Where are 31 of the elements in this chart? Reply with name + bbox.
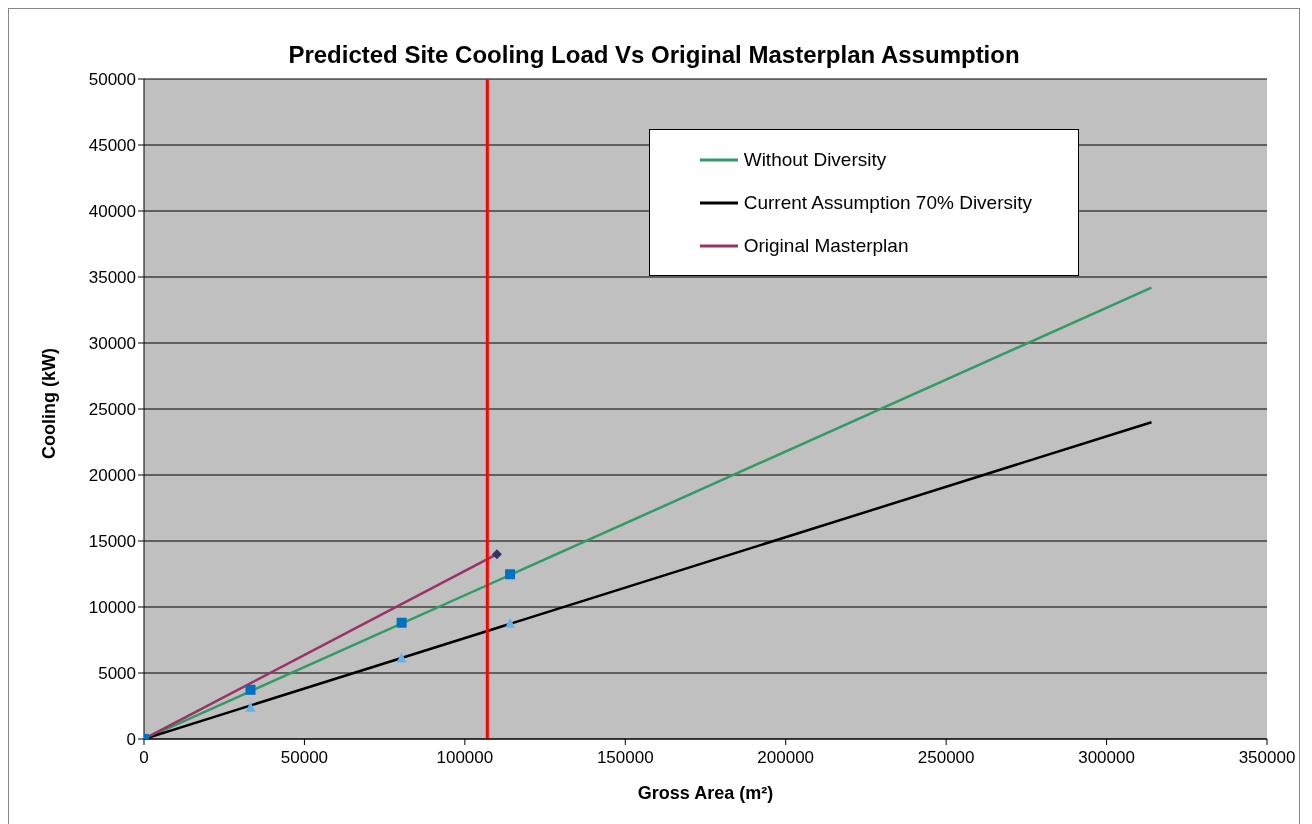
x-tick-label: 50000 bbox=[280, 748, 329, 768]
point bbox=[245, 684, 256, 695]
y-axis-title: Cooling (kW) bbox=[39, 348, 60, 459]
x-tick-label: 250000 bbox=[917, 748, 975, 768]
y-tick-label: 40000 bbox=[88, 202, 136, 222]
chart-title: Predicted Site Cooling Load Vs Original Masterplan Assumption bbox=[287, 40, 1021, 69]
y-tick-label: 50000 bbox=[88, 70, 136, 90]
point bbox=[505, 617, 516, 628]
y-tick-label: 10000 bbox=[88, 598, 136, 618]
point bbox=[396, 617, 407, 628]
x-tick-label: 350000 bbox=[1238, 748, 1296, 768]
y-tick-label: 20000 bbox=[88, 466, 136, 486]
y-tick-label: 5000 bbox=[98, 664, 136, 684]
x-tick-label: 100000 bbox=[436, 748, 494, 768]
point bbox=[396, 652, 407, 663]
legend-label: Current Assumption 70% Diversity bbox=[743, 191, 1032, 214]
x-tick-label: 150000 bbox=[596, 748, 654, 768]
x-tick-label: 0 bbox=[139, 748, 149, 768]
x-tick-label: 200000 bbox=[757, 748, 815, 768]
y-tick-label: 25000 bbox=[88, 400, 136, 420]
legend-label: Original Masterplan bbox=[743, 234, 909, 257]
legend-label: Without Diversity bbox=[743, 148, 887, 171]
y-tick-label: 15000 bbox=[88, 532, 136, 552]
point bbox=[245, 701, 256, 712]
x-tick-label: 300000 bbox=[1078, 748, 1135, 768]
point bbox=[505, 569, 516, 580]
y-tick-label: 35000 bbox=[88, 268, 136, 288]
y-tick-label: 30000 bbox=[88, 334, 136, 354]
y-tick-label: 45000 bbox=[88, 136, 136, 156]
y-tick-label: 0 bbox=[126, 730, 136, 750]
x-axis-title: Gross Area (m²) bbox=[637, 783, 774, 803]
